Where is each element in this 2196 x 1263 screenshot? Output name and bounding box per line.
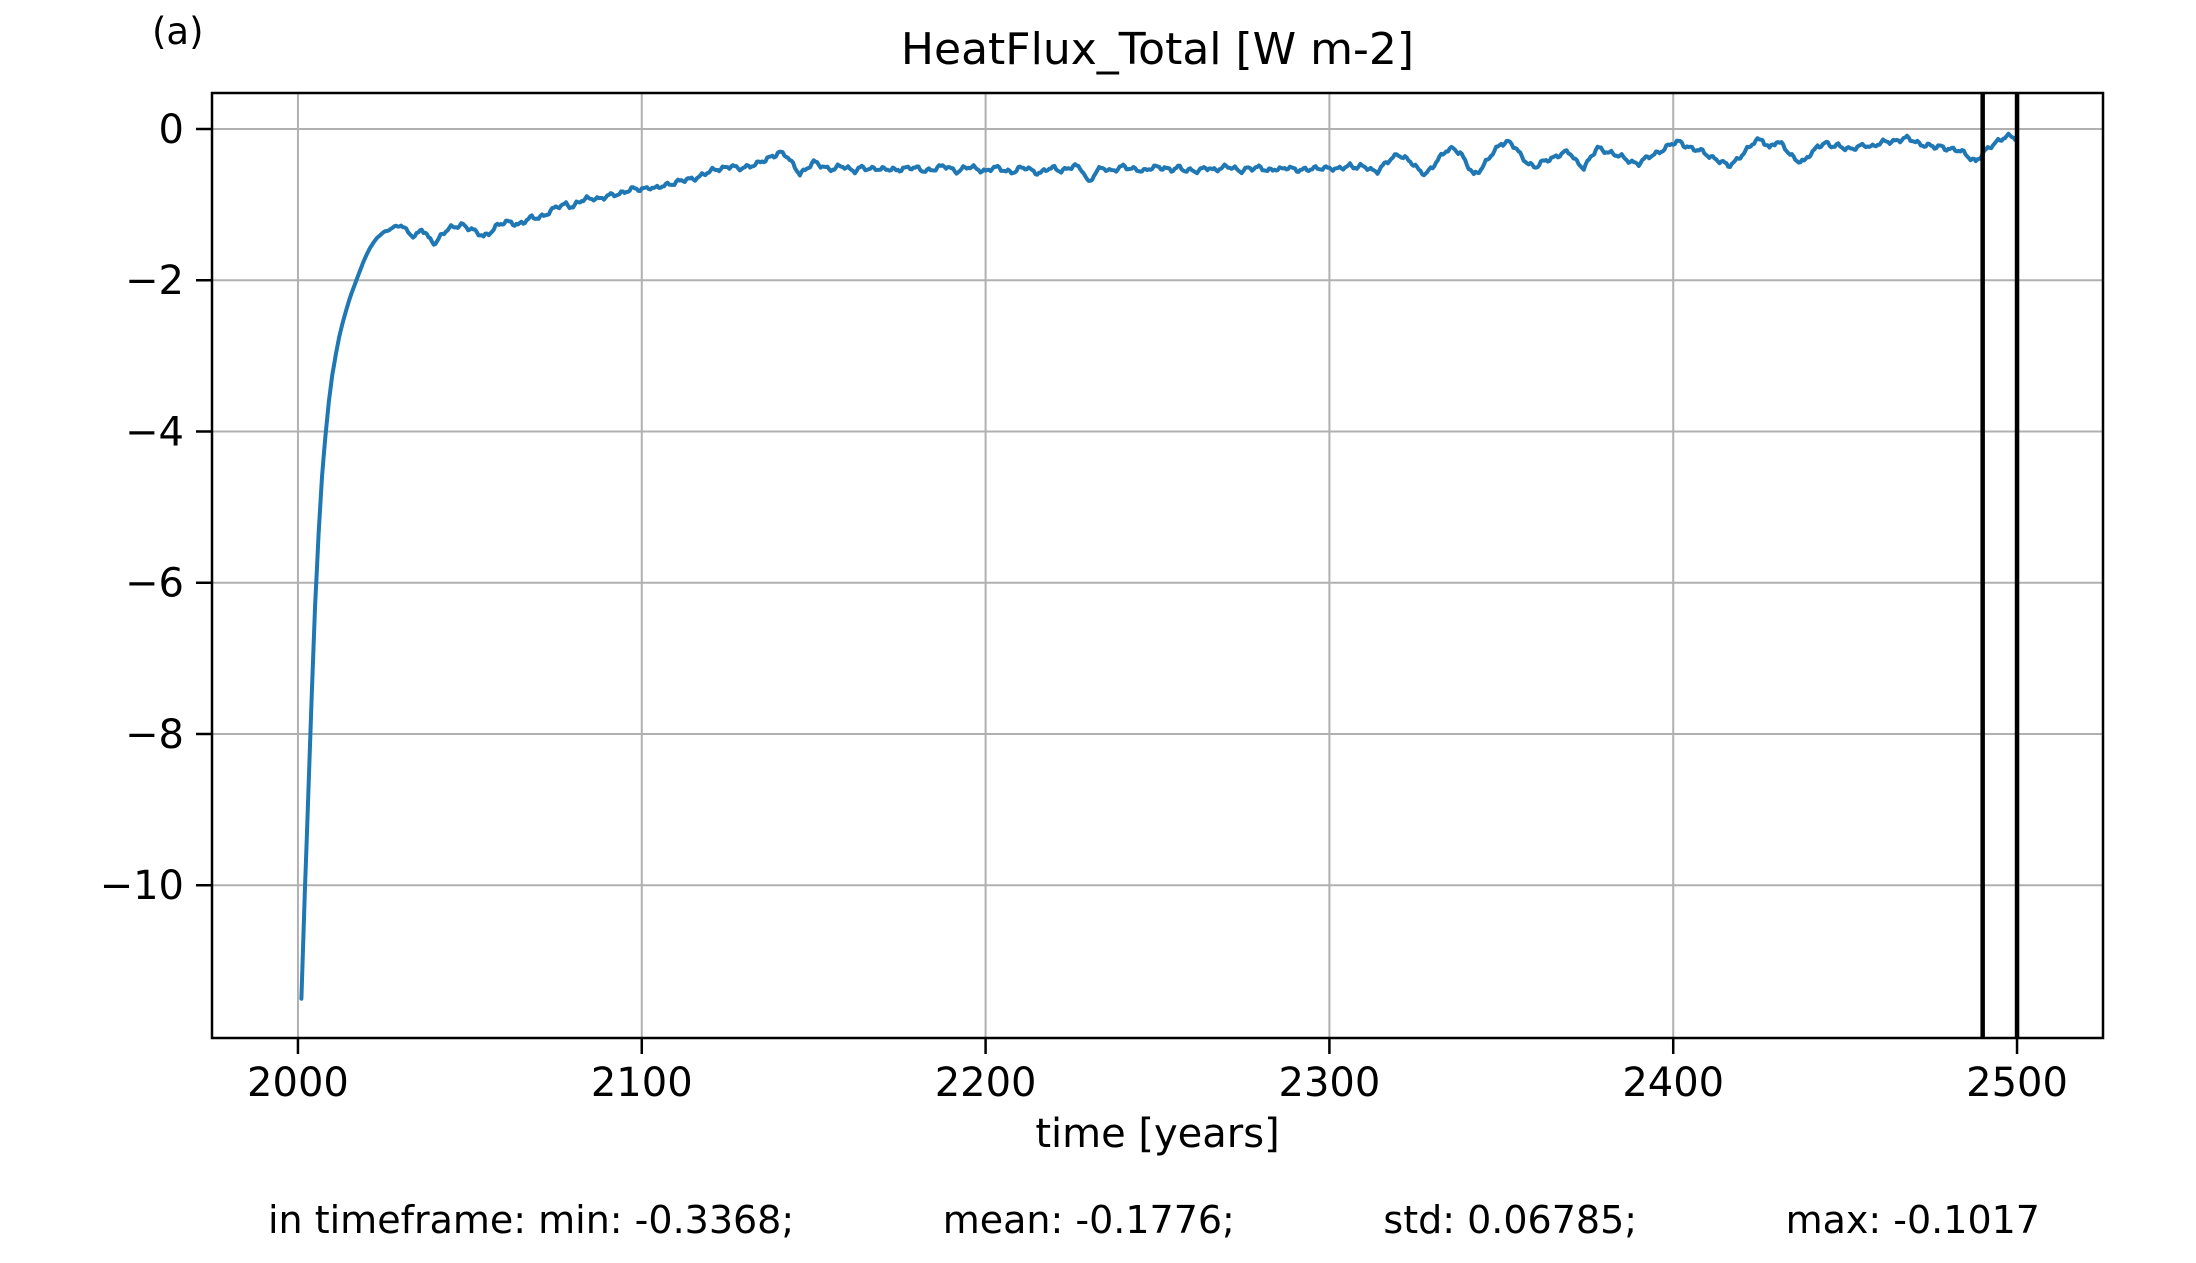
- stat-min: in timeframe: min: -0.3368;: [268, 1198, 795, 1242]
- y-tick-label: 0: [159, 107, 184, 153]
- axes-spine: [210, 91, 2105, 1040]
- stat-std: std: 0.06785;: [1383, 1198, 1638, 1242]
- stat-mean: mean: -0.1776;: [942, 1198, 1235, 1242]
- x-tick-label: 2500: [1966, 1060, 2068, 1106]
- y-tick-label: −6: [125, 561, 184, 607]
- chart-title: HeatFlux_Total [W m-2]: [900, 24, 1415, 75]
- y-tick-label: −8: [125, 712, 184, 758]
- y-tick-label: −4: [125, 409, 184, 455]
- x-tick-label: 2100: [591, 1060, 693, 1106]
- x-tick-label: 2400: [1622, 1060, 1724, 1106]
- y-tick-label: −10: [100, 863, 184, 909]
- y-tick-label: −2: [125, 258, 184, 304]
- x-axis-label: time [years]: [1035, 1111, 1280, 1157]
- x-tick-label: 2000: [247, 1060, 349, 1106]
- series-line: [299, 131, 2019, 1001]
- stats-row: in timeframe: min: -0.3368; mean: -0.177…: [268, 1198, 2040, 1242]
- stat-max: max: -0.1017: [1785, 1198, 2040, 1242]
- x-tick-label: 2300: [1279, 1060, 1381, 1106]
- panel-label: (a): [152, 10, 204, 53]
- x-tick-label: 2200: [935, 1060, 1037, 1106]
